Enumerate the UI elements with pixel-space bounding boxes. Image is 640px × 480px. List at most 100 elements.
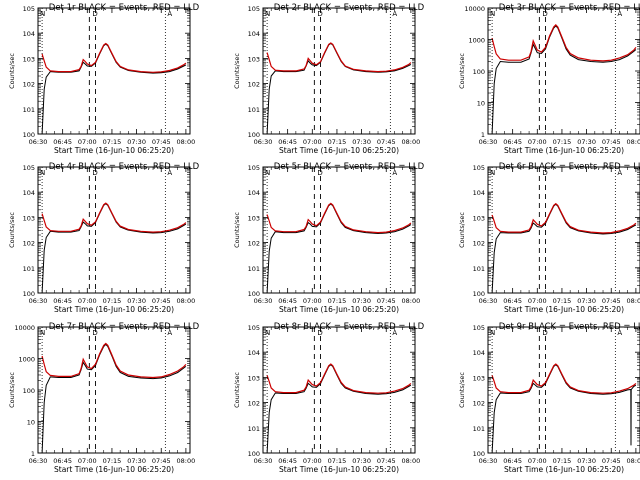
x-axis-label: Start Time (16-Jun-10 06:25:20) bbox=[504, 305, 624, 314]
x-tick-label: 06:45 bbox=[503, 457, 522, 465]
y-tick-label: 100 bbox=[23, 290, 35, 298]
y-axis-label: Counts/sec bbox=[8, 53, 16, 89]
panel-marker-label: A bbox=[167, 169, 172, 177]
y-axis-label: Counts/sec bbox=[8, 212, 16, 248]
panel-marker-label: A bbox=[167, 329, 172, 337]
y-axis-label: Counts/sec bbox=[458, 53, 466, 89]
panel-marker-label: N bbox=[40, 329, 45, 337]
y-tick-label: 1 bbox=[31, 450, 35, 458]
x-tick-label: 07:15 bbox=[553, 297, 572, 305]
x-tick-label: 06:30 bbox=[479, 138, 498, 146]
y-tick-label: 10000 bbox=[14, 324, 35, 332]
x-tick-label: 08:00 bbox=[402, 138, 421, 146]
y-tick-label: 1000 bbox=[468, 37, 485, 45]
panel-marker-label: N bbox=[490, 10, 495, 18]
panel-marker-label: N bbox=[265, 10, 270, 18]
x-tick-label: 07:00 bbox=[78, 297, 97, 305]
panel-marker-label: D bbox=[317, 329, 322, 337]
x-tick-label: 07:30 bbox=[352, 138, 371, 146]
x-tick-label: 07:00 bbox=[303, 457, 322, 465]
panel-marker-label: D bbox=[92, 329, 97, 337]
x-tick-label: 06:45 bbox=[278, 297, 297, 305]
x-axis-label: Start Time (16-Jun-10 06:25:20) bbox=[54, 305, 174, 314]
lld-series-line bbox=[266, 202, 412, 234]
panel-marker-label: D bbox=[542, 169, 547, 177]
y-axis-label: Counts/sec bbox=[233, 212, 241, 248]
y-tick-label: 104 bbox=[23, 30, 35, 38]
panel-marker-label: N bbox=[40, 10, 45, 18]
panel-marker-label: A bbox=[167, 10, 172, 18]
x-tick-label: 06:30 bbox=[254, 138, 273, 146]
y-tick-label: 101 bbox=[248, 106, 260, 114]
plot-frame bbox=[487, 326, 640, 454]
y-tick-label: 101 bbox=[248, 425, 260, 433]
x-tick-label: 07:15 bbox=[103, 457, 122, 465]
panel-marker-label: N bbox=[490, 169, 495, 177]
x-tick-label: 07:45 bbox=[377, 297, 396, 305]
x-tick-label: 07:45 bbox=[152, 457, 171, 465]
y-tick-label: 105 bbox=[473, 164, 485, 172]
x-tick-label: 06:30 bbox=[479, 297, 498, 305]
x-tick-label: 06:45 bbox=[53, 138, 72, 146]
y-axis-label: Counts/sec bbox=[458, 212, 466, 248]
panel-marker-label: D bbox=[542, 10, 547, 18]
lld-series-line bbox=[491, 363, 637, 394]
y-axis-label: Counts/sec bbox=[8, 372, 16, 408]
y-tick-label: 101 bbox=[23, 265, 35, 273]
lld-series-line bbox=[491, 24, 637, 62]
y-tick-label: 103 bbox=[248, 55, 260, 63]
y-tick-label: 102 bbox=[248, 240, 260, 248]
plot-frame bbox=[37, 326, 191, 454]
x-tick-label: 07:30 bbox=[352, 297, 371, 305]
y-axis-label: Counts/sec bbox=[458, 372, 466, 408]
y-tick-label: 102 bbox=[248, 81, 260, 89]
y-tick-label: 104 bbox=[248, 349, 260, 357]
y-tick-label: 102 bbox=[473, 240, 485, 248]
panel-marker-label: D bbox=[317, 10, 322, 18]
y-tick-label: 100 bbox=[473, 450, 485, 458]
lld-series-line bbox=[41, 202, 187, 233]
x-axis-label: Start Time (16-Jun-10 06:25:20) bbox=[504, 146, 624, 155]
x-axis-label: Start Time (16-Jun-10 06:25:20) bbox=[279, 465, 399, 474]
y-tick-label: 103 bbox=[248, 374, 260, 382]
lld-series-line bbox=[266, 42, 412, 73]
x-tick-label: 07:45 bbox=[377, 138, 396, 146]
x-tick-label: 06:30 bbox=[479, 457, 498, 465]
y-tick-label: 10 bbox=[477, 100, 485, 108]
x-tick-label: 07:30 bbox=[577, 297, 596, 305]
x-tick-label: 07:30 bbox=[577, 457, 596, 465]
y-tick-label: 102 bbox=[23, 81, 35, 89]
x-tick-label: 07:00 bbox=[303, 138, 322, 146]
x-tick-label: 07:15 bbox=[328, 457, 347, 465]
y-tick-label: 100 bbox=[473, 290, 485, 298]
plot-frame bbox=[487, 7, 640, 135]
y-tick-label: 104 bbox=[473, 349, 485, 357]
panel-marker-label: A bbox=[617, 329, 622, 337]
panel-marker-label: A bbox=[617, 169, 622, 177]
y-axis-label: Counts/sec bbox=[233, 53, 241, 89]
y-tick-label: 104 bbox=[248, 30, 260, 38]
x-tick-label: 07:00 bbox=[78, 457, 97, 465]
y-tick-label: 100 bbox=[473, 68, 485, 76]
x-tick-label: 07:00 bbox=[528, 138, 547, 146]
panel-marker-label: A bbox=[392, 10, 397, 18]
x-tick-label: 06:30 bbox=[29, 457, 48, 465]
plot-frame bbox=[487, 166, 640, 294]
panel-marker-label: A bbox=[617, 10, 622, 18]
panel-marker-label: D bbox=[317, 169, 322, 177]
y-tick-label: 104 bbox=[473, 189, 485, 197]
x-tick-label: 06:45 bbox=[278, 457, 297, 465]
y-tick-label: 104 bbox=[248, 189, 260, 197]
y-tick-label: 105 bbox=[248, 164, 260, 172]
lld-series-line bbox=[41, 342, 187, 379]
x-axis-label: Start Time (16-Jun-10 06:25:20) bbox=[54, 465, 174, 474]
x-tick-label: 07:00 bbox=[528, 457, 547, 465]
y-tick-label: 100 bbox=[23, 131, 35, 139]
x-tick-label: 07:30 bbox=[127, 138, 146, 146]
y-tick-label: 103 bbox=[23, 214, 35, 222]
y-tick-label: 10 bbox=[27, 419, 35, 427]
